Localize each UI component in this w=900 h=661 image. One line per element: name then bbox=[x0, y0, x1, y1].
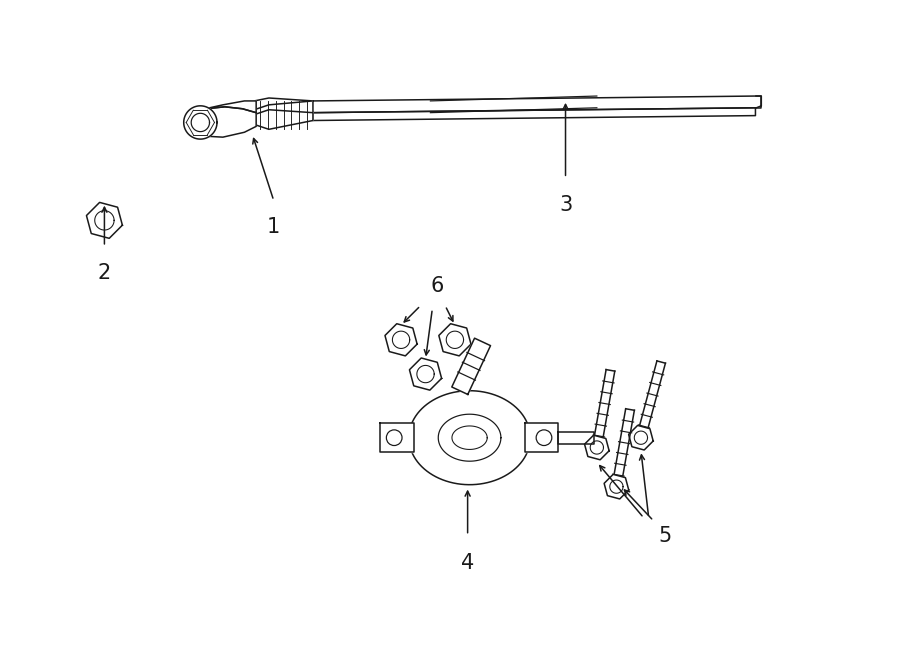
Polygon shape bbox=[558, 432, 594, 444]
Polygon shape bbox=[86, 202, 122, 239]
Polygon shape bbox=[628, 426, 653, 450]
Polygon shape bbox=[526, 423, 558, 452]
Polygon shape bbox=[585, 435, 609, 460]
Text: 4: 4 bbox=[461, 553, 474, 573]
Polygon shape bbox=[385, 324, 417, 356]
Polygon shape bbox=[410, 358, 442, 390]
Text: 5: 5 bbox=[659, 525, 672, 546]
Text: 3: 3 bbox=[559, 195, 572, 215]
Text: 1: 1 bbox=[267, 217, 281, 237]
Polygon shape bbox=[409, 391, 530, 485]
Polygon shape bbox=[604, 475, 629, 499]
Polygon shape bbox=[191, 113, 210, 132]
Polygon shape bbox=[254, 110, 313, 130]
Text: 2: 2 bbox=[98, 264, 111, 284]
Polygon shape bbox=[254, 98, 313, 110]
Polygon shape bbox=[201, 101, 256, 112]
Polygon shape bbox=[194, 107, 256, 137]
Polygon shape bbox=[313, 96, 761, 112]
Polygon shape bbox=[439, 324, 471, 356]
Polygon shape bbox=[438, 414, 501, 461]
Text: 6: 6 bbox=[430, 276, 444, 295]
Polygon shape bbox=[313, 108, 755, 120]
Polygon shape bbox=[184, 106, 217, 139]
Polygon shape bbox=[452, 338, 491, 395]
Polygon shape bbox=[380, 423, 414, 452]
